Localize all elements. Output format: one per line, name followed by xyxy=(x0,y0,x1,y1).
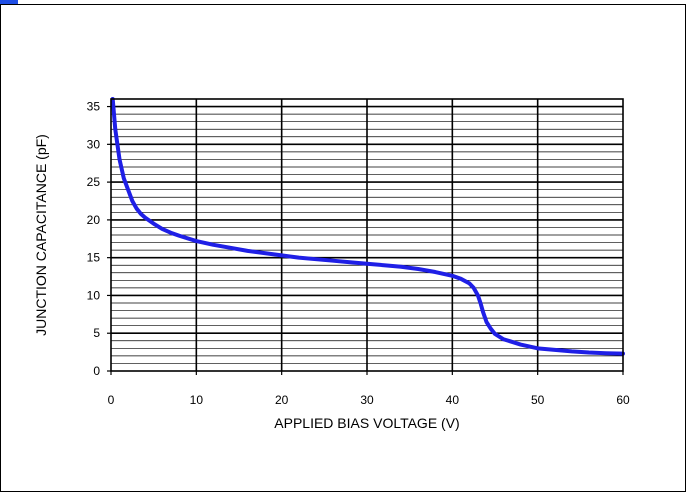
x-tick-label: 40 xyxy=(446,393,460,407)
y-tick-label: 5 xyxy=(93,326,100,340)
y-axis-title: JUNCTION CAPACITANCE (pF) xyxy=(33,134,49,336)
grid xyxy=(111,99,623,371)
y-tick-label: 25 xyxy=(87,175,101,189)
outer-border xyxy=(0,4,686,492)
x-tick-label: 50 xyxy=(531,393,545,407)
top-accent-mark xyxy=(0,0,18,4)
y-tick-label: 20 xyxy=(87,213,101,227)
series-line-0 xyxy=(110,97,625,356)
y-tick-labels: 0 5 10 15 20 25 30 35 xyxy=(87,100,101,378)
x-tick-label: 30 xyxy=(360,393,374,407)
x-tick-label: 0 xyxy=(108,393,115,407)
x-tick-label: 20 xyxy=(275,393,289,407)
y-tick-label: 35 xyxy=(87,100,101,114)
y-tick-label: 30 xyxy=(87,137,101,151)
y-tick-label: 15 xyxy=(87,251,101,265)
y-tick-label: 10 xyxy=(87,288,101,302)
x-tick-label: 60 xyxy=(616,393,630,407)
x-tick-label: 10 xyxy=(190,393,204,407)
series-layer xyxy=(110,97,625,356)
y-tick-label: 0 xyxy=(93,364,100,378)
axes xyxy=(107,98,624,375)
x-tick-labels: 0 10 20 30 40 50 60 xyxy=(108,393,630,407)
x-axis-title: APPLIED BIAS VOLTAGE (V) xyxy=(274,415,459,431)
